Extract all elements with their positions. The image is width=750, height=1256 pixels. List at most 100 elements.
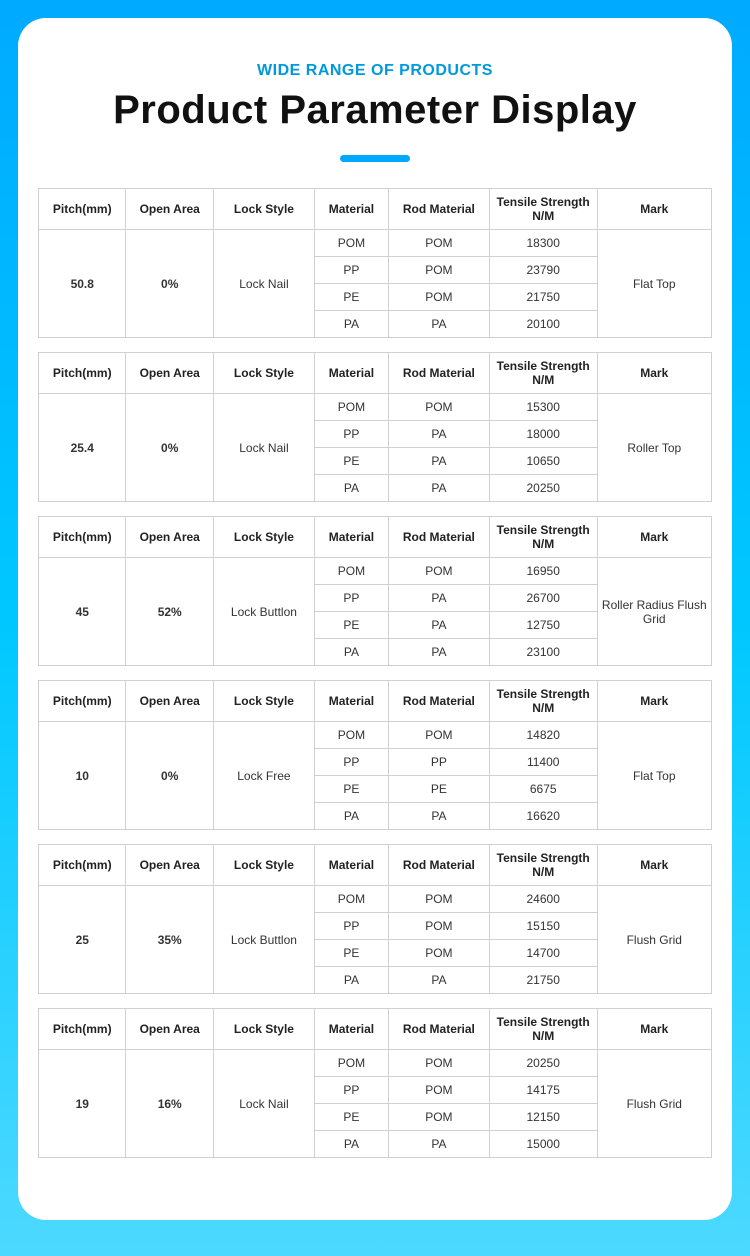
cell-rod-material: PA xyxy=(388,475,489,502)
header-mark: Mark xyxy=(597,189,711,230)
parameter-table: Pitch(mm)Open AreaLock StyleMaterialRod … xyxy=(38,1008,712,1158)
cell-pitch: 45 xyxy=(39,558,126,666)
cell-tensile: 15150 xyxy=(489,913,597,940)
header-pitch: Pitch(mm) xyxy=(39,681,126,722)
cell-rod-material: POM xyxy=(388,394,489,421)
cell-rod-material: PA xyxy=(388,612,489,639)
cell-rod-material: PA xyxy=(388,639,489,666)
cell-material: POM xyxy=(314,558,388,585)
cell-open-area: 35% xyxy=(126,886,213,994)
cell-material: PP xyxy=(314,421,388,448)
cell-material: PE xyxy=(314,612,388,639)
header-tensile: Tensile Strength N/M xyxy=(489,353,597,394)
cell-tensile: 20100 xyxy=(489,311,597,338)
cell-open-area: 0% xyxy=(126,394,213,502)
table-row: 50.80%Lock NailPOMPOM18300Flat Top xyxy=(39,230,712,257)
header-material: Material xyxy=(314,189,388,230)
header-open-area: Open Area xyxy=(126,353,213,394)
cell-mark: Flush Grid xyxy=(597,886,711,994)
header-material: Material xyxy=(314,681,388,722)
cell-material: PE xyxy=(314,284,388,311)
cell-rod-material: PP xyxy=(388,749,489,776)
cell-material: PA xyxy=(314,967,388,994)
header-lock-style: Lock Style xyxy=(213,681,314,722)
cell-open-area: 16% xyxy=(126,1050,213,1158)
cell-rod-material: POM xyxy=(388,1104,489,1131)
cell-material: PP xyxy=(314,749,388,776)
cell-rod-material: PA xyxy=(388,967,489,994)
cell-lock-style: Lock Nail xyxy=(213,230,314,338)
header-material: Material xyxy=(314,517,388,558)
cell-pitch: 10 xyxy=(39,722,126,830)
header-tensile: Tensile Strength N/M xyxy=(489,681,597,722)
cell-rod-material: PE xyxy=(388,776,489,803)
header-tensile: Tensile Strength N/M xyxy=(489,1009,597,1050)
header-tensile: Tensile Strength N/M xyxy=(489,845,597,886)
header-mark: Mark xyxy=(597,681,711,722)
cell-material: POM xyxy=(314,394,388,421)
cell-material: PE xyxy=(314,1104,388,1131)
cell-mark: Roller Radius Flush Grid xyxy=(597,558,711,666)
cell-material: PP xyxy=(314,585,388,612)
cell-rod-material: POM xyxy=(388,722,489,749)
cell-tensile: 23100 xyxy=(489,639,597,666)
header-pitch: Pitch(mm) xyxy=(39,1009,126,1050)
header-material: Material xyxy=(314,353,388,394)
header-mark: Mark xyxy=(597,845,711,886)
table-row: 4552%Lock ButtlonPOMPOM16950Roller Radiu… xyxy=(39,558,712,585)
header-lock-style: Lock Style xyxy=(213,1009,314,1050)
header-rod-material: Rod Material xyxy=(388,517,489,558)
page-title: Product Parameter Display xyxy=(38,88,712,133)
header-pitch: Pitch(mm) xyxy=(39,845,126,886)
header-material: Material xyxy=(314,845,388,886)
cell-material: PE xyxy=(314,448,388,475)
parameter-table: Pitch(mm)Open AreaLock StyleMaterialRod … xyxy=(38,188,712,338)
cell-rod-material: POM xyxy=(388,284,489,311)
cell-tensile: 20250 xyxy=(489,475,597,502)
cell-tensile: 12150 xyxy=(489,1104,597,1131)
cell-tensile: 18300 xyxy=(489,230,597,257)
cell-material: PP xyxy=(314,257,388,284)
cell-tensile: 26700 xyxy=(489,585,597,612)
cell-rod-material: PA xyxy=(388,448,489,475)
cell-tensile: 21750 xyxy=(489,284,597,311)
cell-pitch: 50.8 xyxy=(39,230,126,338)
cell-mark: Flush Grid xyxy=(597,1050,711,1158)
cell-rod-material: PA xyxy=(388,311,489,338)
header-pitch: Pitch(mm) xyxy=(39,189,126,230)
header-mark: Mark xyxy=(597,517,711,558)
cell-tensile: 15000 xyxy=(489,1131,597,1158)
cell-tensile: 12750 xyxy=(489,612,597,639)
cell-material: POM xyxy=(314,230,388,257)
cell-pitch: 25.4 xyxy=(39,394,126,502)
table-row: 25.40%Lock NailPOMPOM15300Roller Top xyxy=(39,394,712,421)
cell-pitch: 25 xyxy=(39,886,126,994)
content-card: WIDE RANGE OF PRODUCTS Product Parameter… xyxy=(18,18,732,1220)
header-tensile: Tensile Strength N/M xyxy=(489,189,597,230)
header-open-area: Open Area xyxy=(126,189,213,230)
header-lock-style: Lock Style xyxy=(213,517,314,558)
header-rod-material: Rod Material xyxy=(388,1009,489,1050)
cell-tensile: 14175 xyxy=(489,1077,597,1104)
parameter-table: Pitch(mm)Open AreaLock StyleMaterialRod … xyxy=(38,352,712,502)
title-underline xyxy=(340,155,410,162)
header-material: Material xyxy=(314,1009,388,1050)
cell-material: PE xyxy=(314,940,388,967)
cell-material: POM xyxy=(314,722,388,749)
cell-tensile: 10650 xyxy=(489,448,597,475)
header-open-area: Open Area xyxy=(126,845,213,886)
cell-lock-style: Lock Buttlon xyxy=(213,558,314,666)
cell-material: PP xyxy=(314,1077,388,1104)
cell-lock-style: Lock Free xyxy=(213,722,314,830)
table-row: 1916%Lock NailPOMPOM20250Flush Grid xyxy=(39,1050,712,1077)
cell-rod-material: PA xyxy=(388,1131,489,1158)
cell-tensile: 14820 xyxy=(489,722,597,749)
cell-rod-material: POM xyxy=(388,1050,489,1077)
cell-tensile: 6675 xyxy=(489,776,597,803)
cell-open-area: 0% xyxy=(126,722,213,830)
parameter-table: Pitch(mm)Open AreaLock StyleMaterialRod … xyxy=(38,680,712,830)
header-rod-material: Rod Material xyxy=(388,189,489,230)
tables-container: Pitch(mm)Open AreaLock StyleMaterialRod … xyxy=(38,188,712,1158)
cell-material: PA xyxy=(314,475,388,502)
table-row: 100%Lock FreePOMPOM14820Flat Top xyxy=(39,722,712,749)
